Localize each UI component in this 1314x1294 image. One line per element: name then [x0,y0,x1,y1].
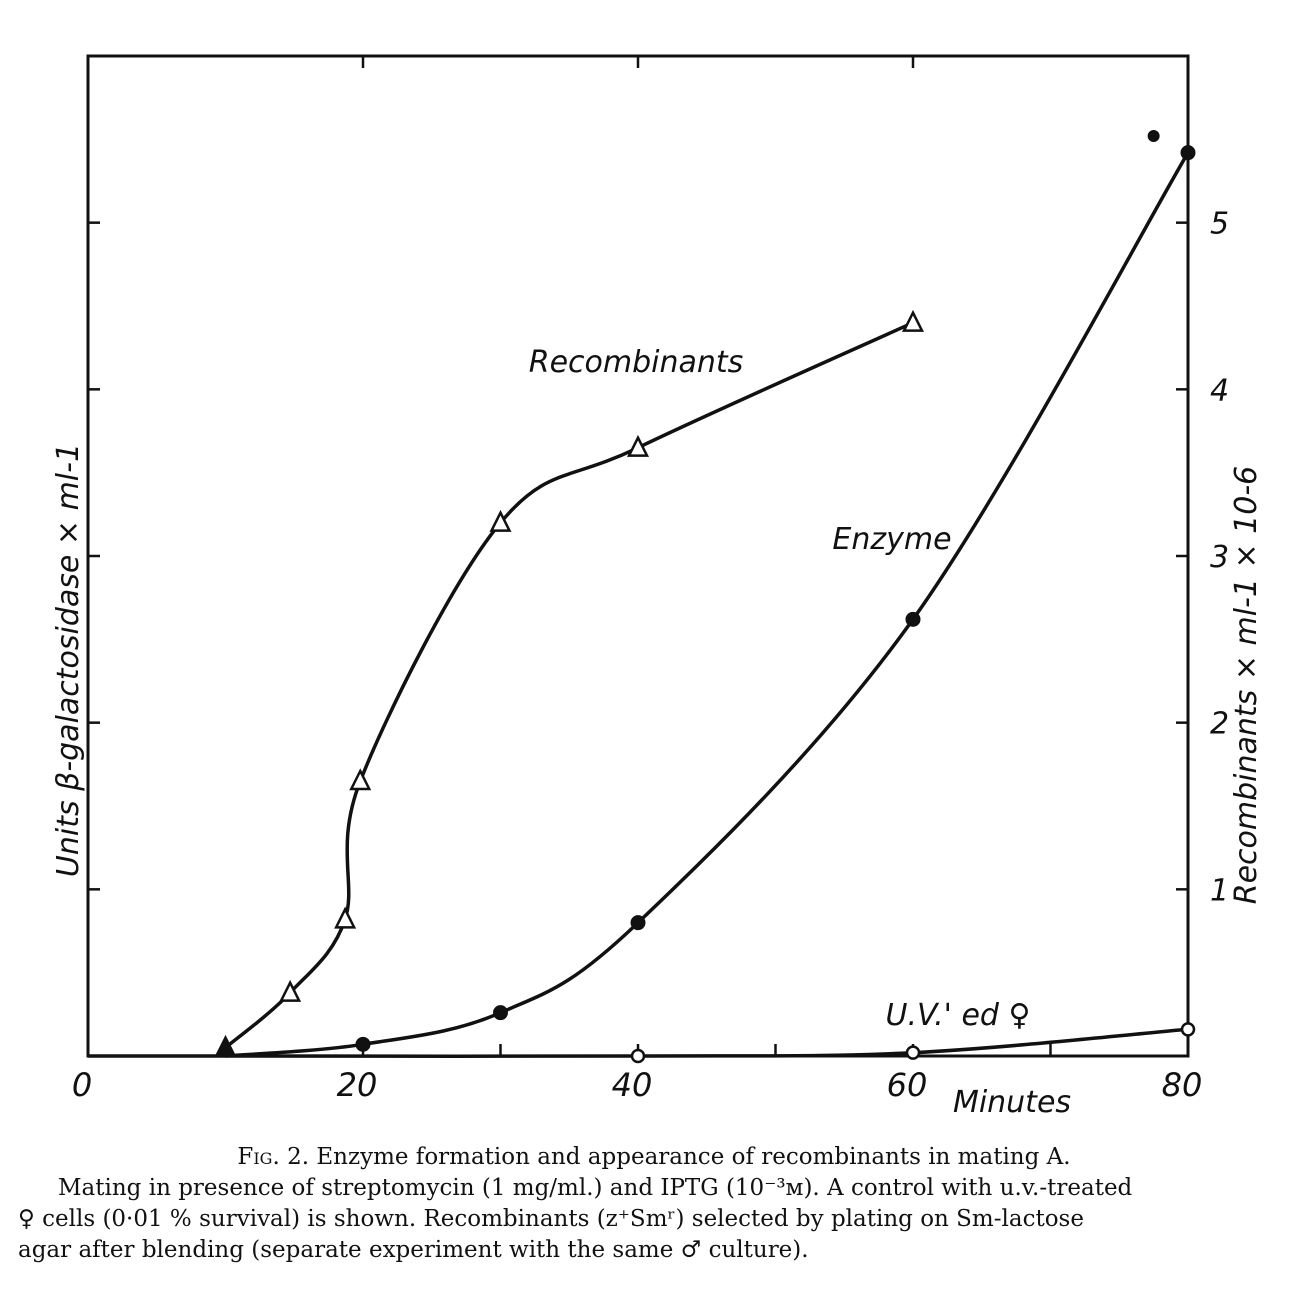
series-label-recombinants: Recombinants [529,345,744,380]
x-tick-label: 40 [612,1066,653,1104]
figure-caption: Fig. 2. Enzyme formation and appearance … [18,1142,1290,1266]
point-enzyme [1147,130,1160,142]
point-recombinants [214,1034,237,1057]
right-tick-labels: 1 2 3 4 5 [1210,207,1229,909]
x-tick-label: 0 [72,1066,92,1104]
right-tick-label: 5 [1210,207,1229,242]
x-tick-label: 80 [1162,1066,1203,1104]
line-enzyme [225,151,1190,1058]
right-tick-label: 2 [1210,707,1229,742]
x-tick-labels: 0 20 40 60 80 [72,1066,1203,1104]
caption-title: Fig. 2. Enzyme formation and appearance … [18,1142,1290,1173]
x-tick-label: 20 [337,1066,378,1104]
point-enzyme [355,1036,371,1052]
point-recombinants [901,309,925,332]
axis-ticks [88,56,1188,1056]
x-axis-label: Minutes [953,1085,1071,1120]
caption-figure-number: Fig. 2. [237,1144,310,1170]
left-axis-label: Units β-galactosidase × ml-1 [51,443,86,877]
caption-line-2: ♀ cells (0·01 % survival) is shown. Reco… [18,1206,1084,1232]
point-enzyme [905,611,921,627]
point-recombinants [349,768,372,791]
right-tick-label: 4 [1210,373,1229,408]
point-recombinants [626,434,650,457]
point-enzyme [493,1005,508,1021]
right-tick-label: 1 [1210,873,1229,908]
line-recombinants [224,321,914,1050]
caption-line-1: Mating in presence of streptomycin (1 mg… [58,1175,1133,1201]
curves [88,151,1190,1059]
x-tick-label: 60 [887,1066,928,1104]
series-label-enzyme: Enzyme [832,522,951,557]
point-uv-control [1180,1022,1196,1037]
caption-line-3: agar after blending (separate experiment… [18,1237,809,1263]
point-enzyme [1180,145,1196,161]
line-uv-control [225,1027,1189,1059]
caption-title-text: Enzyme formation and appearance of recom… [309,1144,1071,1170]
point-recombinants [279,979,302,1002]
point-recombinants [489,509,512,532]
right-tick-label: 3 [1210,540,1229,575]
point-uv-control [905,1045,921,1060]
chart: 0 20 40 60 80 1 2 3 4 5 Minutes Units β-galactos… [51,54,1264,1120]
series-label-uv: U.V.' ed ♀ [886,998,1031,1033]
right-axis-label: Recombinants × ml-1 × 10-6 [1229,466,1264,905]
plot-frame [86,54,1190,1058]
point-uv-control [630,1048,646,1064]
point-recombinants [334,906,357,929]
markers [214,130,1196,1064]
point-enzyme [630,915,646,931]
